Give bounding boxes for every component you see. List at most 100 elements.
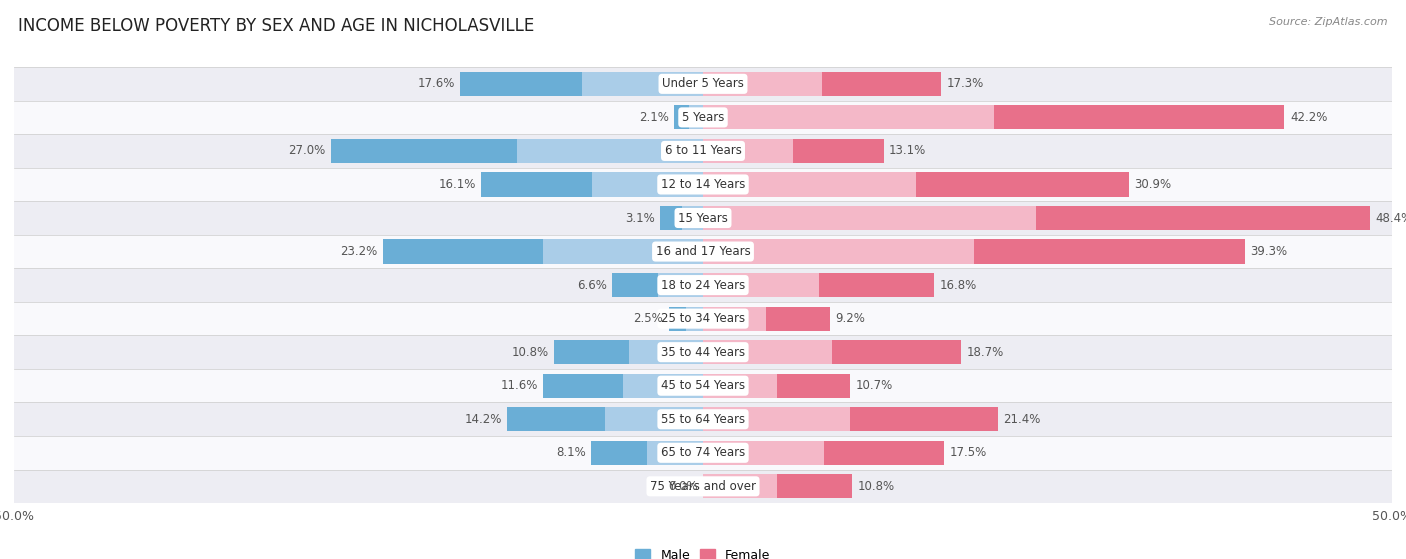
Text: 5 Years: 5 Years [682,111,724,124]
Text: 6 to 11 Years: 6 to 11 Years [665,144,741,158]
Bar [703,239,1244,264]
Bar [592,172,703,197]
Text: 2.1%: 2.1% [638,111,669,124]
Bar [612,273,703,297]
Text: 15 Years: 15 Years [678,211,728,225]
Text: 75 Years and over: 75 Years and over [650,480,756,493]
Bar [703,440,824,465]
Bar [703,373,776,398]
Text: 11.6%: 11.6% [501,379,537,392]
Bar [703,273,935,297]
Text: 17.5%: 17.5% [949,446,987,459]
Legend: Male, Female: Male, Female [630,543,776,559]
Text: 13.1%: 13.1% [889,144,927,158]
Bar [686,306,703,331]
Bar [14,402,1392,436]
Bar [703,139,793,163]
Bar [461,72,703,96]
Text: 9.2%: 9.2% [835,312,865,325]
Text: 21.4%: 21.4% [1004,413,1040,426]
Bar [647,440,703,465]
Bar [703,72,942,96]
Text: 10.7%: 10.7% [856,379,893,392]
Text: Under 5 Years: Under 5 Years [662,77,744,91]
Bar [661,206,703,230]
Bar [703,139,883,163]
Bar [703,172,915,197]
Bar [517,139,703,163]
Text: INCOME BELOW POVERTY BY SEX AND AGE IN NICHOLASVILLE: INCOME BELOW POVERTY BY SEX AND AGE IN N… [18,17,534,35]
Bar [703,72,823,96]
Text: 35 to 44 Years: 35 to 44 Years [661,345,745,359]
Text: 12 to 14 Years: 12 to 14 Years [661,178,745,191]
Text: 6.6%: 6.6% [576,278,606,292]
Text: 25 to 34 Years: 25 to 34 Years [661,312,745,325]
Bar [14,369,1392,402]
Bar [14,470,1392,503]
Bar [682,206,703,230]
Bar [703,206,1369,230]
Bar [703,474,852,499]
Bar [592,440,703,465]
Bar [703,373,851,398]
Bar [673,105,703,130]
Text: 42.2%: 42.2% [1289,111,1327,124]
Bar [14,335,1392,369]
Bar [703,206,1036,230]
Bar [703,340,960,364]
Bar [703,306,766,331]
Bar [703,306,830,331]
Text: Source: ZipAtlas.com: Source: ZipAtlas.com [1270,17,1388,27]
Text: 17.3%: 17.3% [946,77,984,91]
Bar [481,172,703,197]
Bar [658,273,703,297]
Bar [543,239,703,264]
Text: 18 to 24 Years: 18 to 24 Years [661,278,745,292]
Text: 14.2%: 14.2% [464,413,502,426]
Bar [703,105,994,130]
Bar [703,407,851,432]
Bar [703,239,974,264]
Bar [582,72,703,96]
Text: 16.1%: 16.1% [439,178,475,191]
Text: 55 to 64 Years: 55 to 64 Years [661,413,745,426]
Text: 23.2%: 23.2% [340,245,378,258]
Bar [703,474,778,499]
Bar [14,235,1392,268]
Text: 8.1%: 8.1% [557,446,586,459]
Text: 10.8%: 10.8% [858,480,894,493]
Bar [628,340,703,364]
Bar [623,373,703,398]
Bar [14,201,1392,235]
Bar [703,172,1129,197]
Bar [703,105,1285,130]
Text: 30.9%: 30.9% [1135,178,1171,191]
Text: 27.0%: 27.0% [288,144,325,158]
Bar [508,407,703,432]
Text: 18.7%: 18.7% [966,345,1004,359]
Text: 3.1%: 3.1% [626,211,655,225]
Bar [703,273,818,297]
Bar [14,134,1392,168]
Bar [14,67,1392,101]
Text: 16 and 17 Years: 16 and 17 Years [655,245,751,258]
Text: 45 to 54 Years: 45 to 54 Years [661,379,745,392]
Bar [14,101,1392,134]
Bar [14,436,1392,470]
Bar [14,168,1392,201]
Text: 48.4%: 48.4% [1375,211,1406,225]
Bar [384,239,703,264]
Bar [703,407,998,432]
Text: 39.3%: 39.3% [1250,245,1286,258]
Bar [14,302,1392,335]
Bar [703,340,832,364]
Bar [14,268,1392,302]
Text: 10.8%: 10.8% [512,345,548,359]
Text: 17.6%: 17.6% [418,77,456,91]
Bar [605,407,703,432]
Bar [689,105,703,130]
Bar [330,139,703,163]
Bar [554,340,703,364]
Bar [703,440,945,465]
Bar [543,373,703,398]
